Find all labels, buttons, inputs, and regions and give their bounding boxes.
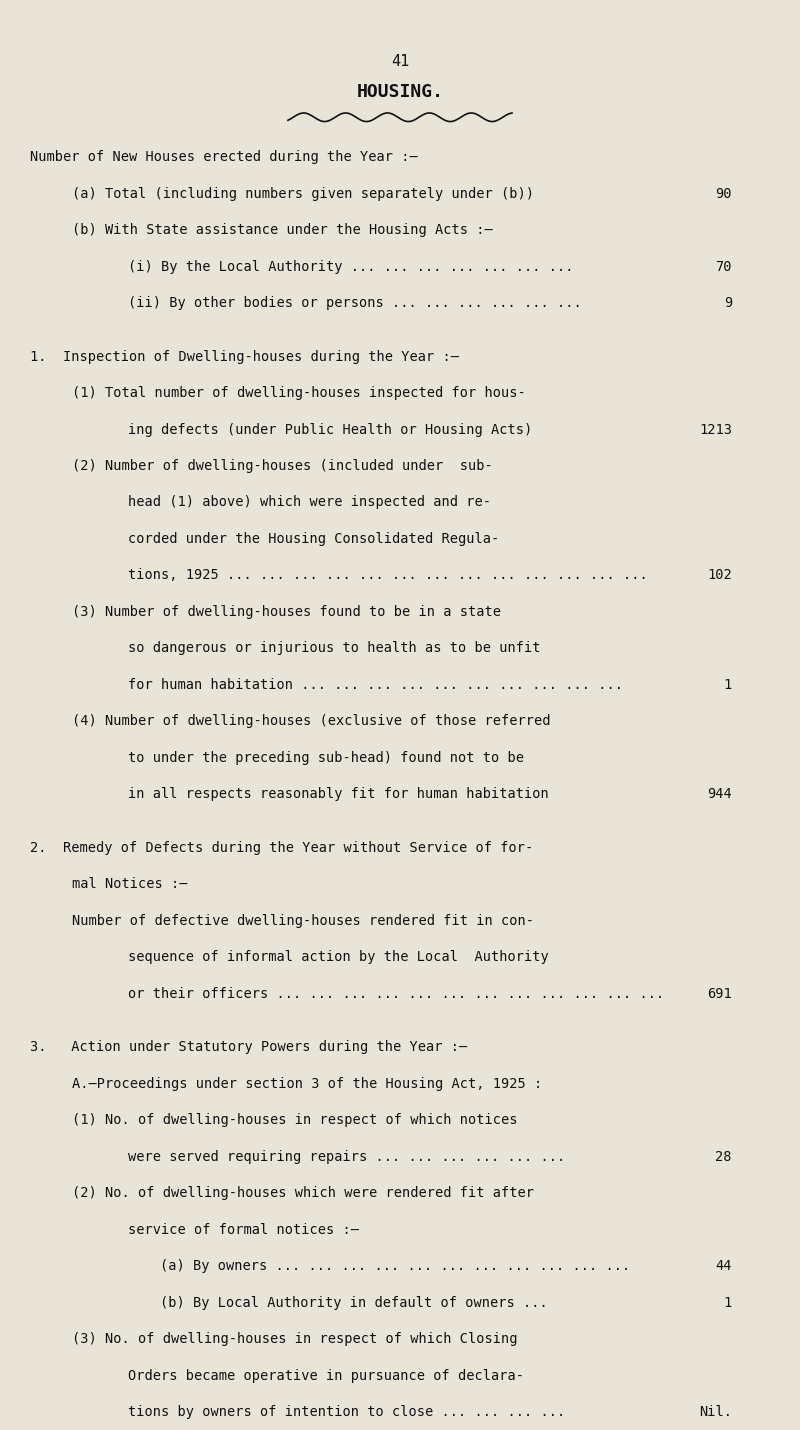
Text: (2) Number of dwelling-houses (included under  sub-: (2) Number of dwelling-houses (included … xyxy=(72,459,493,473)
Text: 1.  Inspection of Dwelling-houses during the Year :—: 1. Inspection of Dwelling-houses during … xyxy=(30,349,459,363)
Text: (i) By the Local Authority ... ... ... ... ... ... ...: (i) By the Local Authority ... ... ... .… xyxy=(128,259,574,273)
Text: 102: 102 xyxy=(707,568,732,582)
Text: Number of defective dwelling-houses rendered fit in con-: Number of defective dwelling-houses rend… xyxy=(72,914,534,928)
Text: 3.   Action under Statutory Powers during the Year :—: 3. Action under Statutory Powers during … xyxy=(30,1040,468,1054)
Text: A.—Proceedings under section 3 of the Housing Act, 1925 :: A.—Proceedings under section 3 of the Ho… xyxy=(72,1077,542,1091)
Text: 2.  Remedy of Defects during the Year without Service of for-: 2. Remedy of Defects during the Year wit… xyxy=(30,841,534,855)
Text: 28: 28 xyxy=(715,1150,732,1164)
Text: sequence of informal action by the Local  Authority: sequence of informal action by the Local… xyxy=(128,950,549,964)
Text: 70: 70 xyxy=(715,259,732,273)
Text: to under the preceding sub-head) found not to be: to under the preceding sub-head) found n… xyxy=(128,751,524,765)
Text: (1) No. of dwelling-houses in respect of which notices: (1) No. of dwelling-houses in respect of… xyxy=(72,1113,518,1127)
Text: corded under the Housing Consolidated Regula-: corded under the Housing Consolidated Re… xyxy=(128,532,499,546)
Text: (a) Total (including numbers given separately under (b)): (a) Total (including numbers given separ… xyxy=(72,187,534,200)
Text: 41: 41 xyxy=(391,54,409,69)
Text: so dangerous or injurious to health as to be unfit: so dangerous or injurious to health as t… xyxy=(128,641,541,655)
Text: (2) No. of dwelling-houses which were rendered fit after: (2) No. of dwelling-houses which were re… xyxy=(72,1185,534,1200)
Text: tions, 1925 ... ... ... ... ... ... ... ... ... ... ... ... ...: tions, 1925 ... ... ... ... ... ... ... … xyxy=(128,568,648,582)
Text: (4) Number of dwelling-houses (exclusive of those referred: (4) Number of dwelling-houses (exclusive… xyxy=(72,714,550,728)
Text: (b) By Local Authority in default of owners ...: (b) By Local Authority in default of own… xyxy=(160,1296,548,1310)
Text: 1213: 1213 xyxy=(699,422,732,436)
Text: (a) By owners ... ... ... ... ... ... ... ... ... ... ...: (a) By owners ... ... ... ... ... ... ..… xyxy=(160,1258,630,1273)
Text: 1: 1 xyxy=(724,1296,732,1310)
Text: (b) With State assistance under the Housing Acts :—: (b) With State assistance under the Hous… xyxy=(72,223,493,237)
Text: 90: 90 xyxy=(715,187,732,200)
Text: (ii) By other bodies or persons ... ... ... ... ... ...: (ii) By other bodies or persons ... ... … xyxy=(128,296,582,310)
Text: 9: 9 xyxy=(724,296,732,310)
Text: Nil.: Nil. xyxy=(699,1404,732,1419)
Text: or their officers ... ... ... ... ... ... ... ... ... ... ... ...: or their officers ... ... ... ... ... ..… xyxy=(128,987,664,1001)
Text: head (1) above) which were inspected and re-: head (1) above) which were inspected and… xyxy=(128,495,491,509)
Text: tions by owners of intention to close ... ... ... ...: tions by owners of intention to close ..… xyxy=(128,1404,566,1419)
Text: in all respects reasonably fit for human habitation: in all respects reasonably fit for human… xyxy=(128,787,549,801)
Text: (1) Total number of dwelling-houses inspected for hous-: (1) Total number of dwelling-houses insp… xyxy=(72,386,526,400)
Text: (3) Number of dwelling-houses found to be in a state: (3) Number of dwelling-houses found to b… xyxy=(72,605,501,619)
Text: (3) No. of dwelling-houses in respect of which Closing: (3) No. of dwelling-houses in respect of… xyxy=(72,1331,518,1346)
Text: for human habitation ... ... ... ... ... ... ... ... ... ...: for human habitation ... ... ... ... ...… xyxy=(128,678,623,692)
Text: 44: 44 xyxy=(715,1258,732,1273)
Text: HOUSING.: HOUSING. xyxy=(357,83,443,102)
Text: 1: 1 xyxy=(724,678,732,692)
Text: Orders became operative in pursuance of declara-: Orders became operative in pursuance of … xyxy=(128,1369,524,1383)
Text: service of formal notices :—: service of formal notices :— xyxy=(128,1223,359,1237)
Text: mal Notices :—: mal Notices :— xyxy=(72,877,187,891)
Text: 691: 691 xyxy=(707,987,732,1001)
Text: Number of New Houses erected during the Year :—: Number of New Houses erected during the … xyxy=(30,150,418,164)
Text: were served requiring repairs ... ... ... ... ... ...: were served requiring repairs ... ... ..… xyxy=(128,1150,566,1164)
Text: 944: 944 xyxy=(707,787,732,801)
Text: ing defects (under Public Health or Housing Acts): ing defects (under Public Health or Hous… xyxy=(128,422,532,436)
